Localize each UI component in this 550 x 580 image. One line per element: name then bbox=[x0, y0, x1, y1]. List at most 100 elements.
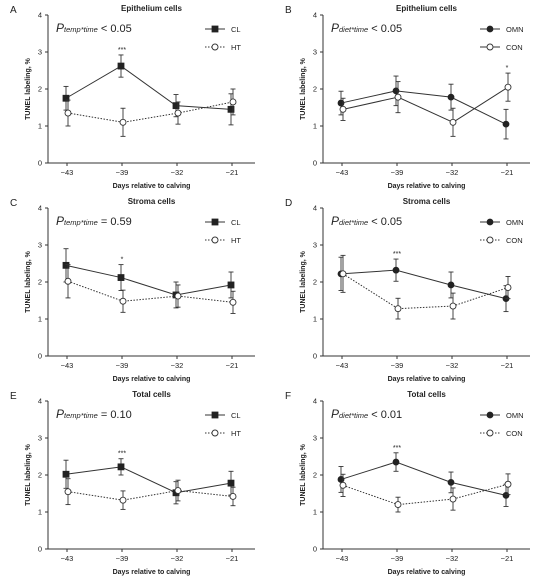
legend-marker bbox=[486, 218, 494, 226]
data-point-con bbox=[504, 480, 512, 488]
y-tick-label: 3 bbox=[313, 241, 317, 250]
data-point-omn bbox=[447, 479, 455, 486]
legend-marker bbox=[211, 43, 219, 51]
stat-p: P bbox=[331, 21, 339, 35]
stat-value: = 0.10 bbox=[98, 409, 132, 421]
x-tick-label: −39 bbox=[116, 554, 129, 563]
stat-value: < 0.05 bbox=[368, 216, 402, 228]
legend-label: OMN bbox=[506, 411, 524, 420]
x-tick-label: −32 bbox=[446, 361, 459, 370]
legend-marker bbox=[211, 218, 219, 226]
x-axis-label: Days relative to calving bbox=[113, 376, 191, 383]
legend-label: CL bbox=[231, 25, 241, 34]
series-line-con bbox=[342, 483, 509, 506]
x-tick-label: −21 bbox=[226, 361, 239, 370]
legend-label: HT bbox=[231, 429, 241, 438]
y-tick-label: 1 bbox=[313, 315, 317, 324]
x-tick-label: −32 bbox=[171, 168, 184, 177]
panel-b: B Epithelium cells 0 1 2 3 4 −43 −39 −32 −21 Days r… bbox=[285, 4, 530, 190]
data-point-cl bbox=[227, 479, 235, 487]
data-point-omn bbox=[337, 476, 345, 483]
y-tick-label: 4 bbox=[38, 397, 42, 406]
x-axis-label: Days relative to calving bbox=[113, 569, 191, 576]
y-axis-label: TUNEL labeling, % bbox=[25, 57, 32, 119]
stat-subscript: temp*time bbox=[64, 218, 98, 227]
y-tick-label: 0 bbox=[313, 352, 317, 361]
y-tick-label: 4 bbox=[313, 204, 317, 213]
stat-value: < 0.01 bbox=[368, 409, 402, 421]
x-tick-label: −21 bbox=[501, 554, 514, 563]
y-tick-label: 2 bbox=[38, 85, 42, 94]
series-line-con bbox=[342, 273, 509, 310]
y-tick-label: 1 bbox=[38, 122, 42, 131]
significance-marker: * bbox=[121, 257, 124, 264]
x-tick-label: −43 bbox=[336, 361, 349, 370]
y-tick-label: 3 bbox=[38, 434, 42, 443]
y-tick-label: 0 bbox=[313, 159, 317, 168]
y-tick-label: 0 bbox=[38, 545, 42, 554]
y-tick-label: 2 bbox=[313, 278, 317, 287]
stat-annotation: Pdiet*time < 0.05 bbox=[331, 214, 402, 228]
stat-p: P bbox=[56, 214, 64, 228]
x-tick-label: −39 bbox=[116, 168, 129, 177]
data-point-ht bbox=[174, 109, 182, 117]
y-axis-label: TUNEL labeling, % bbox=[300, 443, 307, 505]
legend-label: CON bbox=[506, 429, 523, 438]
x-tick-label: −43 bbox=[61, 168, 74, 177]
legend-label: CL bbox=[231, 218, 241, 227]
significance-marker: *** bbox=[118, 451, 126, 458]
y-tick-label: 0 bbox=[313, 545, 317, 554]
x-tick-label: −39 bbox=[391, 361, 404, 370]
panel-title: Stroma cells bbox=[128, 197, 176, 206]
stat-p: P bbox=[331, 214, 339, 228]
data-point-con bbox=[394, 93, 402, 101]
y-tick-label: 1 bbox=[313, 508, 317, 517]
data-point-ht bbox=[229, 298, 237, 306]
series-line-cl bbox=[65, 65, 232, 110]
y-tick-label: 4 bbox=[313, 11, 317, 20]
data-point-con bbox=[449, 495, 457, 503]
x-tick-label: −32 bbox=[446, 168, 459, 177]
data-point-ht bbox=[119, 118, 127, 126]
y-axis-label: TUNEL labeling, % bbox=[25, 250, 32, 312]
data-point-omn bbox=[337, 99, 345, 107]
stat-p: P bbox=[56, 407, 64, 421]
stat-subscript: diet*time bbox=[339, 411, 368, 420]
data-point-omn bbox=[447, 93, 455, 101]
x-tick-label: −43 bbox=[336, 554, 349, 563]
legend-marker bbox=[486, 429, 494, 437]
panel-letter: A bbox=[10, 5, 17, 16]
data-point-con bbox=[339, 105, 347, 113]
data-point-ht bbox=[174, 487, 182, 494]
y-tick-label: 2 bbox=[313, 471, 317, 480]
stat-annotation: Ptemp*time < 0.05 bbox=[56, 21, 132, 35]
data-point-ht bbox=[64, 109, 72, 117]
y-tick-label: 1 bbox=[38, 508, 42, 517]
series-line-ht bbox=[67, 490, 234, 501]
legend-marker bbox=[486, 25, 494, 33]
series-line-con bbox=[342, 86, 509, 123]
stat-subscript: diet*time bbox=[339, 25, 368, 34]
data-point-con bbox=[339, 481, 347, 489]
x-tick-label: −39 bbox=[391, 168, 404, 177]
legend-label: OMN bbox=[506, 218, 524, 227]
series-line-omn bbox=[340, 461, 507, 496]
data-point-cl bbox=[117, 274, 125, 281]
x-tick-label: −32 bbox=[171, 554, 184, 563]
stat-subscript: temp*time bbox=[64, 411, 98, 420]
data-point-omn bbox=[502, 491, 510, 499]
x-tick-label: −39 bbox=[391, 554, 404, 563]
stat-value: < 0.05 bbox=[368, 23, 402, 35]
y-tick-label: 2 bbox=[38, 471, 42, 480]
x-tick-label: −21 bbox=[501, 168, 514, 177]
legend-label: HT bbox=[231, 43, 241, 52]
x-tick-label: −43 bbox=[61, 361, 74, 370]
data-point-con bbox=[504, 284, 512, 292]
panel-d: D Stroma cells 0 1 2 3 4 −43 −39 −32 −21 Days relat… bbox=[285, 197, 530, 383]
significance-marker: *** bbox=[118, 47, 126, 54]
data-point-cl bbox=[62, 261, 70, 269]
series-line-cl bbox=[65, 466, 232, 494]
y-tick-label: 3 bbox=[313, 434, 317, 443]
legend-label: CON bbox=[506, 43, 523, 52]
stat-annotation: Ptemp*time = 0.59 bbox=[56, 214, 132, 228]
